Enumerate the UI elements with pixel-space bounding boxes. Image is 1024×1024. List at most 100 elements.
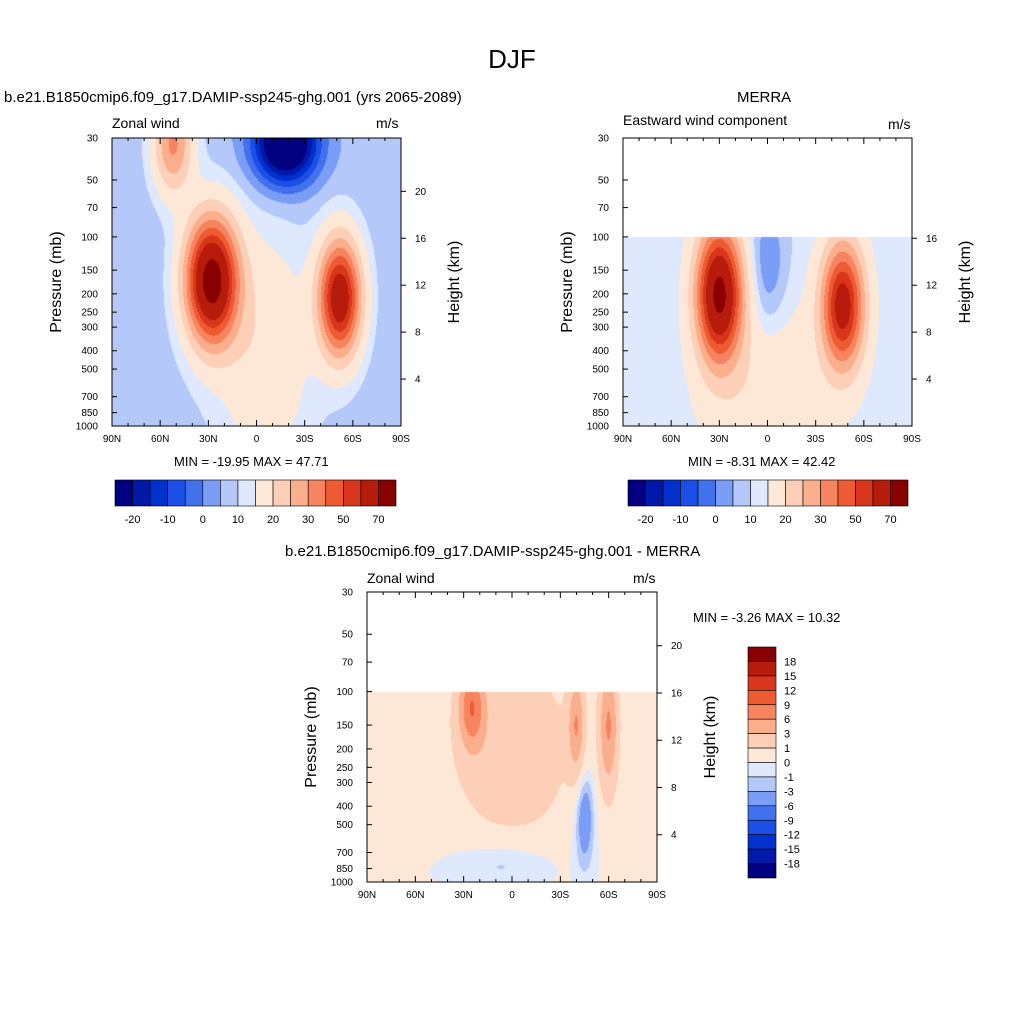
panel2-colorbar-label: 0: [712, 514, 718, 526]
panel3-x-tick-label: 90S: [648, 890, 666, 901]
panel2-y-tick-label: 700: [592, 392, 609, 403]
panel3-colorbar-box: [747, 805, 777, 821]
panel1-y-tick-label: 100: [81, 232, 98, 243]
panel3-colorbar-label: 1: [784, 743, 790, 755]
panel3-colorbar-label: -9: [784, 815, 794, 827]
panel2-x-tick-label: 30S: [807, 434, 825, 445]
panel3-y-tick-label: 1000: [331, 878, 354, 889]
page-title: DJF: [488, 44, 536, 74]
panel1-y2-tick-label: 8: [415, 328, 421, 339]
panel3-colorbar-box: [747, 819, 777, 835]
panel1-y-tick-label: 250: [81, 308, 98, 319]
panel3-y2-tick-label: 8: [671, 783, 677, 794]
panel3-y-tick-label: 300: [336, 778, 353, 789]
panel2-y-tick-label: 50: [598, 175, 610, 186]
panel1-x-tick-label: 30S: [296, 434, 314, 445]
panel3-colorbar-box: [747, 690, 777, 706]
panel1-y2-axis-title: Height (km): [446, 241, 463, 324]
panel2-minmax: MIN = -8.31 MAX = 42.42: [688, 454, 836, 469]
panel3-colorbar-label: -3: [784, 786, 794, 798]
panel3-y2-tick-label: 16: [671, 688, 683, 699]
panel1-x-tick-label: 60S: [344, 434, 362, 445]
panel2-colorbar-label: 20: [779, 514, 791, 526]
panel2-colorbar-box: [890, 479, 909, 507]
panel2-colorbar-label: 10: [744, 514, 756, 526]
panel1-colorbar-label: 50: [337, 514, 349, 526]
panel3-field: [367, 592, 657, 882]
panel3-y-tick-label: 200: [336, 744, 353, 755]
panel3-x-tick-label: 30N: [454, 890, 472, 901]
panel1-y-tick-label: 200: [81, 289, 98, 300]
panel3-colorbar-label: 15: [784, 671, 796, 683]
panel2-y-tick-label: 200: [592, 289, 609, 300]
panel1-y-tick-label: 150: [81, 266, 98, 277]
panel3-y-tick-label: 150: [336, 721, 353, 732]
panel1-colorbar-label: 10: [232, 514, 244, 526]
panel3-colorbar-label: -12: [784, 830, 800, 842]
panel3-y2-tick-label: 12: [671, 736, 683, 747]
panel1-colorbar-label: 0: [200, 514, 206, 526]
panel1-y-tick-label: 700: [81, 392, 98, 403]
panel1-y2-tick-label: 4: [415, 375, 421, 386]
panel1-y-tick-label: 300: [81, 323, 98, 334]
panel2-y-tick-label: 70: [598, 203, 610, 214]
panel3-minmax: MIN = -3.26 MAX = 10.32: [693, 610, 841, 625]
panel1-colorbar-box: [378, 479, 397, 507]
panel2-variable-label: Eastward wind component: [623, 112, 788, 128]
panel1-colorbar-label: -10: [160, 514, 176, 526]
panel2-colorbar-label: 70: [884, 514, 896, 526]
panel1-x-tick-label: 30N: [199, 434, 217, 445]
panel2-y2-axis-title: Height (km): [957, 241, 974, 324]
panel2-y-axis-title: Pressure (mb): [559, 231, 576, 332]
panel1-y-axis-title: Pressure (mb): [48, 231, 65, 332]
panel2-y2-tick-label: 4: [926, 375, 932, 386]
panel2-x-tick-label: 60S: [855, 434, 873, 445]
panel3-y-tick-label: 70: [342, 658, 354, 669]
panel3-units: m/s: [633, 570, 656, 586]
panel3-y-tick-label: 500: [336, 820, 353, 831]
panel2-y-tick-label: 850: [592, 408, 609, 419]
panel1-title: b.e21.B1850cmip6.f09_g17.DAMIP-ssp245-gh…: [4, 89, 462, 106]
panel2-field: [623, 138, 912, 426]
panel3-y-tick-label: 400: [336, 802, 353, 813]
panel2-units: m/s: [888, 116, 911, 132]
panel3-y-tick-label: 30: [342, 588, 354, 599]
panel3-colorbar-label: -6: [784, 801, 794, 813]
panel1-y-tick-label: 30: [87, 134, 99, 145]
panel3-colorbar-box: [747, 733, 777, 749]
panel3-colorbar-label: 0: [784, 758, 790, 770]
panel3-y-tick-label: 700: [336, 848, 353, 859]
panel2-y2-tick-label: 12: [926, 281, 938, 292]
panel2-y-tick-label: 150: [592, 266, 609, 277]
panel3-x-tick-label: 60S: [600, 890, 618, 901]
panel3-colorbar-box: [747, 791, 777, 807]
panel1-y-tick-label: 50: [87, 175, 99, 186]
panel1-field: [112, 138, 401, 426]
panel3-y-tick-label: 250: [336, 763, 353, 774]
panel1-y-tick-label: 850: [81, 408, 98, 419]
panel3-colorbar-label: 3: [784, 729, 790, 741]
panel3-colorbar-label: 12: [784, 685, 796, 697]
panel2-title: MERRA: [737, 89, 792, 106]
panel1-colorbar-label: -20: [125, 514, 141, 526]
panel3-colorbar-box: [747, 762, 777, 778]
panel1-x-tick-label: 0: [254, 434, 260, 445]
panel1-x-tick-label: 90S: [392, 434, 410, 445]
panel2-y2-tick-label: 16: [926, 234, 938, 245]
panel2-x-tick-label: 30N: [710, 434, 728, 445]
panel3-y-tick-label: 100: [336, 687, 353, 698]
panel1-colorbar-label: 20: [267, 514, 279, 526]
panel3-colorbar-box: [747, 718, 777, 734]
panel3-colorbar-label: 6: [784, 714, 790, 726]
panel3-colorbar-label: 18: [784, 656, 796, 668]
panel3-y2-tick-label: 20: [671, 641, 683, 652]
panel3-y-axis-title: Pressure (mb): [303, 686, 320, 787]
panel3-title: b.e21.B1850cmip6.f09_g17.DAMIP-ssp245-gh…: [285, 543, 701, 560]
panel2-y-tick-label: 500: [592, 365, 609, 376]
panel1-colorbar-label: 70: [372, 514, 384, 526]
panel3-colorbar-box: [747, 776, 777, 792]
panel1-colorbar-label: 30: [302, 514, 314, 526]
